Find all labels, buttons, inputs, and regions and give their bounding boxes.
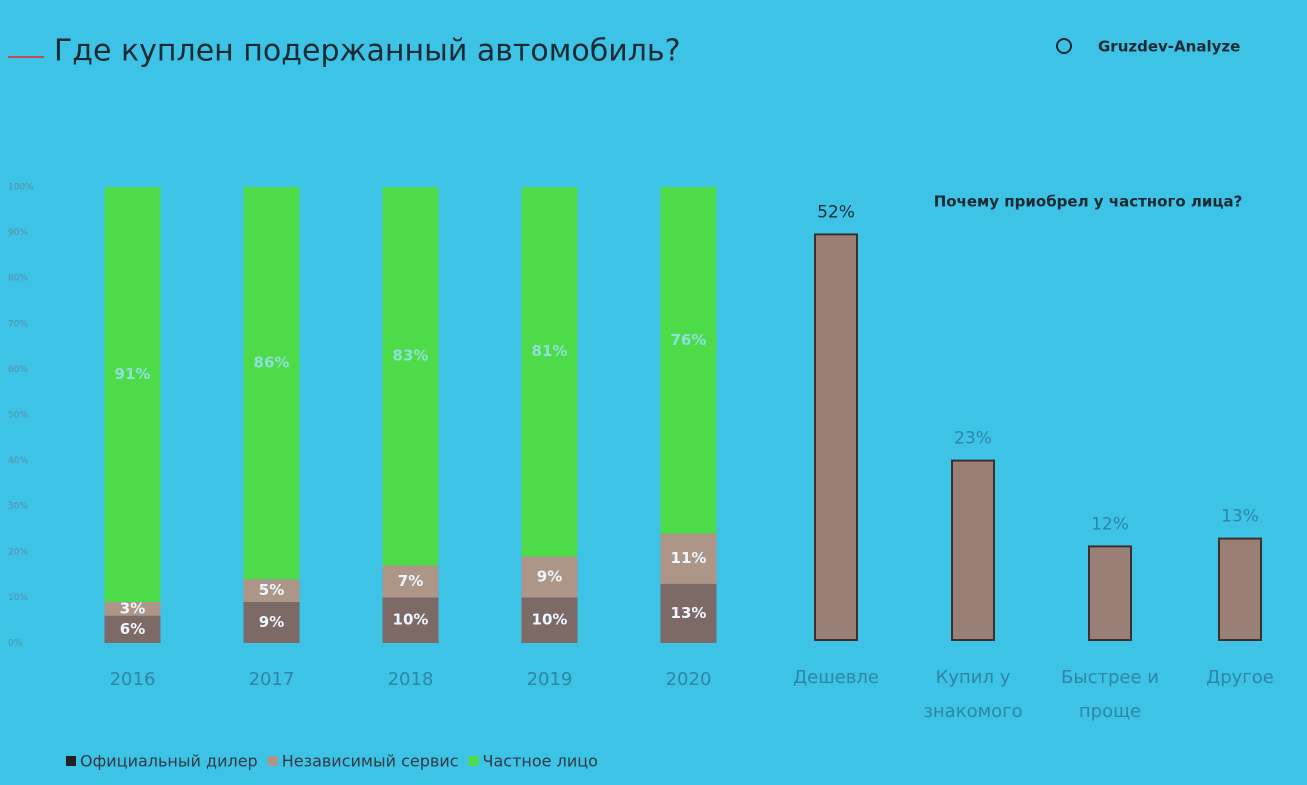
y-tick-label: 80% xyxy=(8,274,28,284)
data-label: 86% xyxy=(254,354,290,372)
y-tick-label: 20% xyxy=(8,547,28,557)
bar-segment xyxy=(521,556,578,598)
data-label: 3% xyxy=(120,599,145,617)
bar xyxy=(814,233,858,641)
legend-label: Официальный дилер xyxy=(80,752,258,771)
bar-segment xyxy=(243,187,300,580)
slide-title: Где куплен подержанный автомобиль? xyxy=(54,34,681,69)
y-tick-label: 50% xyxy=(8,411,28,421)
data-label: 9% xyxy=(259,613,284,631)
bar-segment xyxy=(660,533,717,584)
bar-segment xyxy=(521,597,578,643)
y-tick-label: 10% xyxy=(8,593,28,603)
data-label: 81% xyxy=(532,342,568,360)
brand-icon xyxy=(1056,38,1072,54)
y-tick-label: 100% xyxy=(8,183,34,193)
bar-segment xyxy=(382,565,439,598)
bar-segment xyxy=(660,583,717,643)
bar-segment xyxy=(660,187,717,534)
x-tick-label: 2020 xyxy=(666,669,712,690)
bar-segment xyxy=(382,187,439,566)
data-label: 6% xyxy=(120,620,145,638)
data-label: 13% xyxy=(1221,507,1259,527)
data-label: 9% xyxy=(537,567,562,585)
y-tick-label: 40% xyxy=(8,456,28,466)
x-tick-label: Купил у знакомого xyxy=(923,667,1022,722)
bar-segment xyxy=(243,579,300,602)
data-label: 10% xyxy=(532,611,568,629)
bar-segment xyxy=(521,187,578,557)
brand: Gruzdev-Analyze xyxy=(1098,38,1240,56)
data-label: 10% xyxy=(393,611,429,629)
bar-segment xyxy=(104,601,161,616)
legend-swatch xyxy=(66,756,76,766)
x-tick-label: 2016 xyxy=(110,669,156,690)
bar xyxy=(951,459,995,641)
y-tick-label: 30% xyxy=(8,502,28,512)
data-label: 76% xyxy=(671,331,707,349)
x-tick-label: 2018 xyxy=(388,669,434,690)
bar-segment xyxy=(382,597,439,643)
data-label: 52% xyxy=(817,202,855,222)
chart-title: Почему приобрел у частного лица? xyxy=(934,193,1243,211)
bar-segment xyxy=(243,601,300,643)
data-label: 91% xyxy=(115,365,151,383)
x-tick-label: Другое xyxy=(1206,667,1274,688)
data-label: 23% xyxy=(954,429,992,449)
legend-label: Частное лицо xyxy=(483,752,598,771)
x-tick-label: 2019 xyxy=(527,669,573,690)
data-label: 13% xyxy=(671,604,707,622)
bar-segment xyxy=(104,615,161,643)
data-label: 5% xyxy=(259,581,284,599)
y-tick-label: 70% xyxy=(8,319,28,329)
legend-swatch xyxy=(468,756,479,766)
data-label: 12% xyxy=(1091,514,1129,534)
bar xyxy=(1218,537,1262,641)
y-tick-label: 0% xyxy=(8,639,23,649)
data-label: 11% xyxy=(671,549,707,567)
x-tick-label: Быстрее и проще xyxy=(1061,667,1159,722)
bar-segment xyxy=(104,187,161,602)
bar xyxy=(1088,545,1132,642)
legend-label: Независимый сервис xyxy=(282,752,459,771)
data-label: 83% xyxy=(393,347,429,365)
legend-swatch xyxy=(267,756,278,766)
y-tick-label: 60% xyxy=(8,365,28,375)
x-tick-label: Дешевле xyxy=(793,667,879,688)
data-label: 7% xyxy=(398,572,423,590)
x-tick-label: 2017 xyxy=(249,669,295,690)
y-tick-label: 90% xyxy=(8,228,28,238)
